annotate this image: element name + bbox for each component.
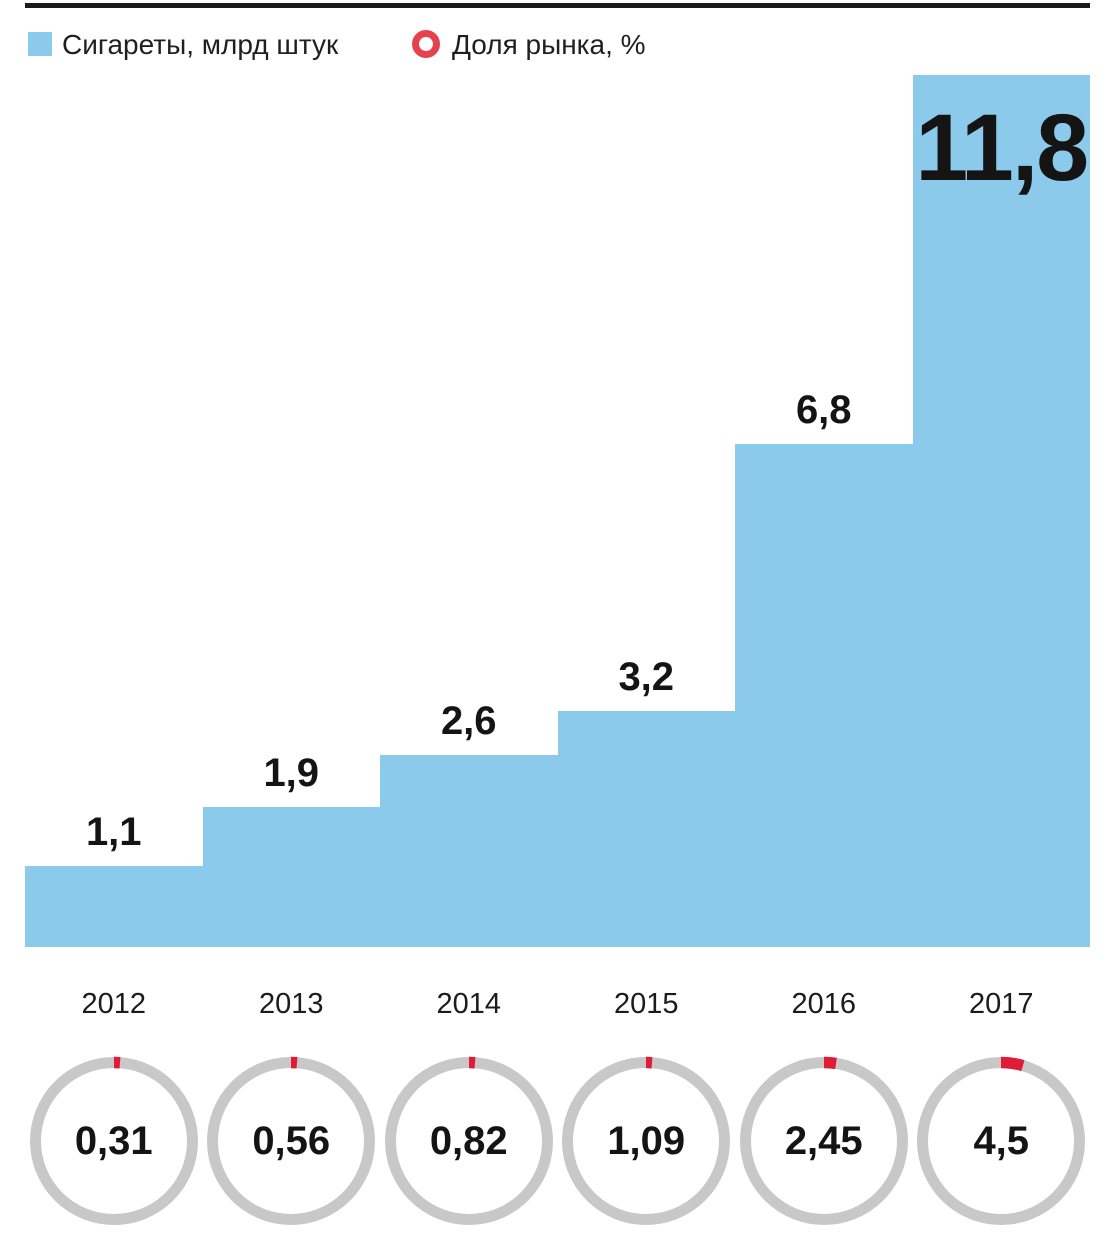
donut-svg-2013	[207, 1056, 376, 1226]
bar-2014	[380, 754, 558, 947]
bar-value-label-2016: 6,8	[795, 388, 852, 433]
donut-gauge-2014	[381, 1053, 557, 1229]
donut-gauge-2015	[558, 1053, 734, 1229]
top-divider-rule	[25, 3, 1090, 8]
donut-gauge-2016	[736, 1053, 912, 1229]
bar-value-label-2012: 1,1	[85, 809, 142, 854]
donut-value-label-2013: 0,56	[252, 1119, 331, 1163]
donut-gauge-2017	[913, 1053, 1089, 1229]
donut-share-arc	[917, 1056, 1086, 1226]
bar-value-label-2015: 3,2	[618, 654, 675, 699]
donut-value-label-2016: 2,45	[784, 1119, 863, 1163]
bar-2016	[735, 444, 913, 947]
bar-2013	[202, 806, 380, 947]
donut-svg-2016	[739, 1056, 908, 1226]
donut-share-arc	[739, 1056, 908, 1226]
donut-share-arc	[207, 1056, 376, 1226]
x-axis-label-2015: 2015	[613, 988, 679, 1020]
donut-gauge-2013	[203, 1053, 379, 1229]
bar-2015	[557, 710, 735, 947]
donut-value-label-2012: 0,31	[74, 1119, 153, 1163]
legend-label-market-share: Доля рынка, %	[452, 29, 646, 60]
market-share-ring-icon	[412, 30, 440, 58]
x-axis-label-2016: 2016	[791, 988, 856, 1020]
x-axis-label-2014: 2014	[436, 988, 501, 1020]
donut-svg-2014	[384, 1056, 553, 1226]
donut-gauge-2012	[26, 1053, 202, 1229]
bar-value-label-2013: 1,9	[263, 750, 320, 795]
donut-svg-2015	[562, 1056, 731, 1226]
legend: Сигареты, млрд штук Доля рынка, %	[0, 0, 1116, 70]
donut-share-arc	[562, 1056, 731, 1226]
donut-share-arc	[384, 1056, 553, 1226]
donut-svg-2017	[917, 1056, 1086, 1226]
donut-svg-2012	[29, 1056, 198, 1226]
donut-value-label-2017: 4,5	[973, 1119, 1030, 1163]
bar-series-swatch-icon	[28, 32, 52, 56]
bar-value-label-2014: 2,6	[440, 698, 497, 743]
bar-2017	[912, 74, 1090, 947]
donut-value-label-2015: 1,09	[607, 1119, 686, 1163]
bar-2012	[25, 865, 203, 947]
donut-value-label-2014: 0,82	[429, 1119, 508, 1163]
x-axis-label-2013: 2013	[258, 988, 324, 1020]
legend-label-cigarettes: Сигареты, млрд штук	[62, 29, 339, 60]
x-axis-label-2012: 2012	[81, 988, 146, 1020]
donut-share-arc	[29, 1056, 198, 1226]
x-axis-label-2017: 2017	[968, 988, 1034, 1020]
bar-value-label-2017: 11,8	[915, 94, 1089, 201]
